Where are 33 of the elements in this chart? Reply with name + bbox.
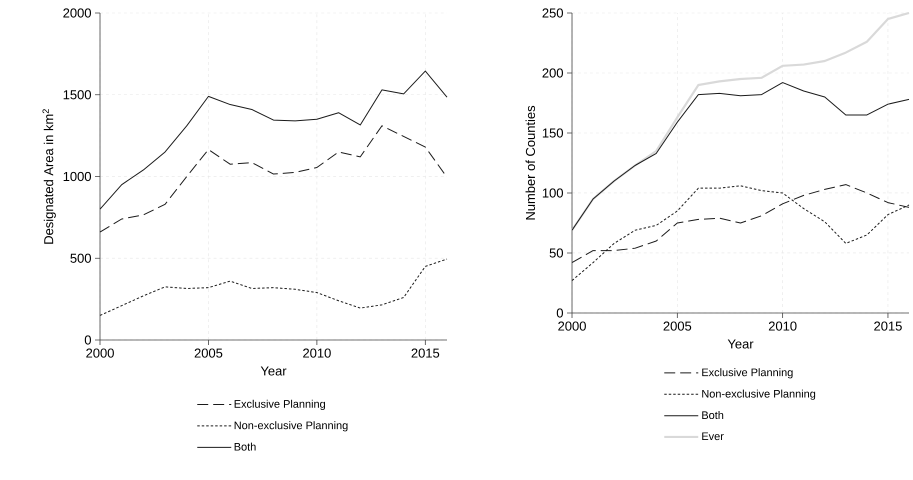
y-tick-label: 200 (542, 68, 563, 78)
y-tick-label: 0 (84, 335, 91, 345)
x-tick-label: 2015 (874, 322, 902, 331)
legend-label: Both (234, 442, 256, 451)
x-axis-title: Year (728, 340, 754, 349)
legend-label: Ever (702, 432, 724, 440)
y-tick-label: 1500 (64, 90, 91, 100)
x-tick-label: 2015 (412, 348, 440, 358)
y-tick-label: 250 (542, 8, 563, 18)
legend-label: Exclusive Planning (702, 368, 793, 378)
y-tick-label: 100 (542, 188, 563, 198)
line-series (572, 82, 910, 231)
line-series (100, 258, 448, 316)
x-tick-label: 2000 (86, 348, 114, 358)
x-tick-label: 2010 (303, 348, 331, 358)
y-tick-label: 0 (556, 308, 563, 318)
x-tick-label: 2005 (664, 322, 692, 331)
x-tick-label: 2005 (194, 348, 222, 358)
line-series (100, 70, 448, 210)
y-tick-label: 2000 (63, 8, 91, 18)
legend-label: Exclusive Planning (234, 400, 325, 410)
y-tick-label: 150 (542, 128, 563, 138)
legend-label: Both (702, 411, 724, 420)
y-tick-label: 1000 (64, 172, 91, 182)
x-axis-title: Year (260, 366, 286, 376)
legend-label: Non-exclusive Planning (702, 390, 816, 400)
x-tick-label: 2000 (558, 322, 586, 331)
y-tick-label: 500 (70, 254, 91, 263)
x-tick-label: 2010 (768, 322, 797, 331)
y-axis-title: Number of Counties (526, 106, 536, 220)
legend-label: Non-exclusive Planning (234, 421, 348, 432)
y-axis-title: Designated Area in km$^{2}$ (42, 109, 56, 244)
y-tick-label: 50 (550, 248, 563, 258)
